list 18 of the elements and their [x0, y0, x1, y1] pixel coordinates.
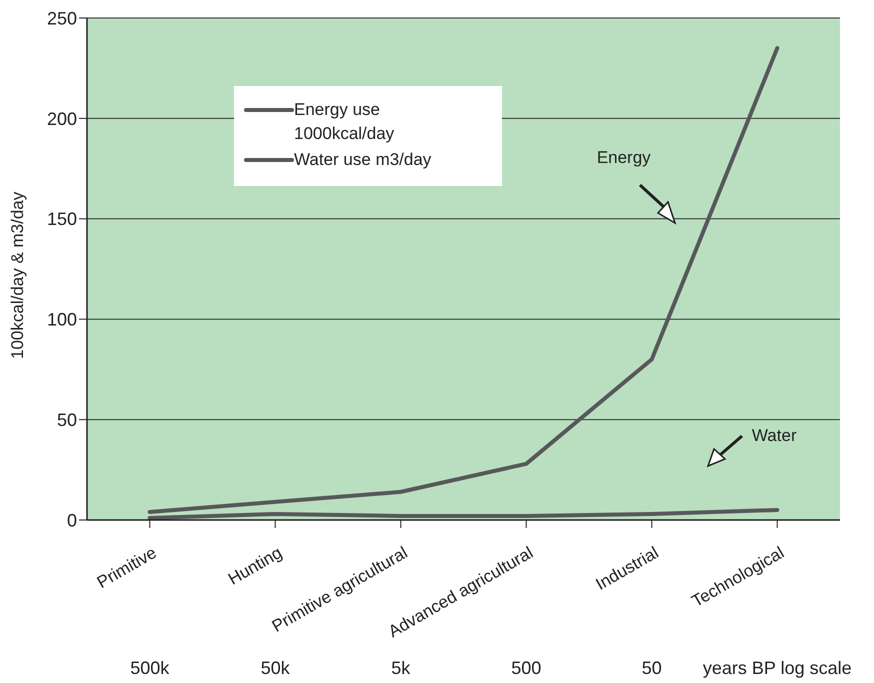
line-series	[148, 508, 780, 520]
legend-label: Energy use 1000kcal/day	[294, 99, 396, 145]
text: 5k	[391, 658, 412, 678]
y-tick-label: 100	[46, 310, 77, 330]
legend-label: Water use m3/day	[294, 149, 432, 171]
text: 50k	[260, 658, 291, 678]
y-tick-label: 200	[46, 108, 77, 129]
annotation: Energy	[596, 148, 652, 167]
annotation: Water	[752, 426, 797, 445]
text: years BP log scale	[702, 658, 852, 678]
y-tick-label: 150	[46, 209, 77, 230]
text: 50	[642, 658, 662, 678]
y-tick-label: 250	[46, 8, 77, 28]
text: 500k	[130, 658, 170, 678]
y-axis-title: 100kcal/day & m3/day	[8, 191, 28, 359]
y-tick-label: 50	[56, 410, 77, 430]
y-tick-label: 0	[66, 510, 77, 530]
text: 500	[511, 658, 542, 678]
